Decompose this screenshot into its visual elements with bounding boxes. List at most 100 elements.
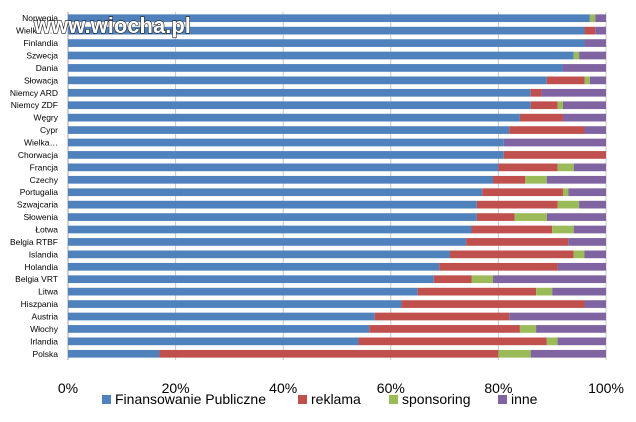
bar-segment (530, 349, 606, 358)
bar-segment (159, 349, 499, 358)
category-label: Litwa (38, 287, 58, 297)
bar-segment (68, 250, 450, 259)
bar-segment (589, 14, 596, 23)
category-label: Cypr (40, 125, 58, 135)
bar-segment (417, 287, 537, 296)
bar-segment (68, 337, 359, 346)
bar-segment (568, 188, 606, 197)
bar-segment (546, 76, 585, 85)
bar-segment (557, 101, 563, 110)
bar-segment (579, 200, 606, 209)
bar-segment (536, 287, 553, 296)
bar-segment (68, 101, 531, 110)
legend-swatch (298, 395, 307, 404)
bar-segment (562, 101, 606, 110)
category-label: Łotwa (35, 225, 58, 235)
x-tick-label: 100% (588, 380, 624, 396)
bar-segment (68, 14, 590, 23)
bar-segment (68, 225, 472, 234)
bar-segment (541, 88, 606, 97)
category-labels: Norwegia Wielka B… Finlandia Szwecja Dania Sł… (10, 13, 59, 359)
bars (68, 14, 606, 358)
legend-swatch (498, 395, 507, 404)
bar-segment (530, 88, 542, 97)
bar-segment (519, 325, 537, 333)
bar-segment (584, 126, 606, 134)
bar-segment (573, 163, 606, 172)
bar-segment (482, 188, 563, 197)
bar-segment (68, 26, 585, 35)
bar-segment (546, 213, 606, 221)
watermark-text: www.wiocha.pl (33, 13, 191, 38)
bar-segment (401, 300, 585, 308)
bar-segment (509, 312, 606, 321)
bar-segment (374, 312, 510, 321)
legend: Finansowanie Publiczne reklama sponsoring i… (102, 391, 538, 407)
bar-segment (557, 200, 580, 209)
bar-segment (552, 287, 606, 296)
category-label: Belgia VRT (15, 274, 58, 284)
x-tick-label: 40% (269, 380, 297, 396)
category-label: Węgry (33, 113, 58, 123)
bar-segment (573, 250, 585, 259)
bar-segment (68, 287, 418, 296)
bar-segment (68, 238, 467, 246)
legend-swatch (102, 395, 111, 404)
bar-segment (579, 51, 606, 60)
bar-segment (573, 225, 606, 234)
bar-segment (68, 138, 504, 147)
x-tick-labels: 0% 20% 40% 60% 80% 100% (58, 380, 624, 396)
bar-segment (68, 188, 483, 197)
category-label: Wielka B… (16, 26, 58, 36)
x-tick-label: 0% (58, 380, 78, 396)
legend-label: sponsoring (402, 391, 471, 407)
bar-segment (503, 151, 606, 159)
bar-segment (439, 262, 558, 271)
bar-segment (433, 275, 472, 284)
category-label: Szwajcaria (17, 200, 58, 210)
bar-segment (68, 51, 574, 60)
bar-segment (68, 113, 520, 122)
bar-segment (68, 300, 402, 308)
bar-segment (68, 39, 585, 47)
bar-segment (68, 64, 563, 72)
bar-segment (573, 51, 580, 60)
bar-segment (584, 250, 606, 259)
legend-label: reklama (311, 391, 361, 407)
bar-segment (68, 213, 477, 221)
category-label: Finlandia (24, 38, 59, 48)
category-label: Włochy (30, 324, 59, 334)
category-label: Szwecja (26, 51, 58, 61)
bar-segment (68, 262, 440, 271)
bar-segment (358, 337, 547, 346)
bar-segment (557, 163, 574, 172)
category-label: Islandia (29, 249, 59, 259)
bar-segment (471, 225, 553, 234)
bar-segment (514, 213, 547, 221)
bar-segment (68, 163, 499, 172)
bar-segment (369, 325, 520, 333)
bar-segment (562, 113, 606, 122)
bar-segment (68, 88, 531, 97)
bar-segment (562, 64, 606, 72)
bar-segment (509, 126, 585, 134)
category-label: Niemcy ZDF (11, 100, 58, 110)
category-label: Belgia RTBF (10, 237, 58, 247)
bar-segment (584, 39, 606, 47)
bar-segment (584, 76, 590, 85)
category-label: Holandia (24, 262, 58, 272)
category-label: Dania (36, 63, 58, 73)
category-label: Wielka… (24, 138, 58, 148)
category-label: Chorwacja (18, 150, 58, 160)
bar-segment (449, 250, 574, 259)
bar-segment (557, 337, 606, 346)
bar-segment (568, 238, 606, 246)
bar-segment (68, 275, 434, 284)
category-label: Słowacja (24, 75, 58, 85)
bar-segment (68, 312, 375, 321)
legend-label: Finansowanie Publiczne (115, 391, 266, 407)
bar-segment (552, 225, 574, 234)
category-label: Austria (32, 312, 59, 322)
category-label: Irlandia (30, 336, 58, 346)
